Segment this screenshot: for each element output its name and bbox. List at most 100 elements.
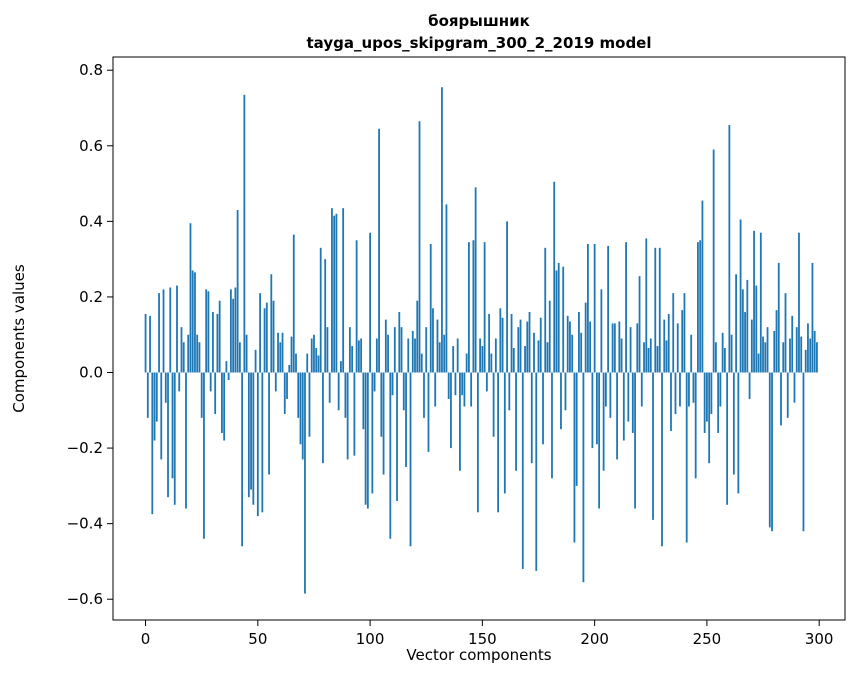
bar bbox=[234, 287, 237, 373]
bar bbox=[782, 342, 785, 373]
bar bbox=[521, 372, 524, 569]
bar bbox=[670, 372, 672, 432]
bar bbox=[636, 323, 639, 373]
bar bbox=[584, 302, 587, 373]
bar bbox=[526, 321, 529, 373]
bar bbox=[795, 327, 798, 373]
bar bbox=[634, 372, 636, 509]
bar bbox=[346, 372, 349, 460]
bar bbox=[759, 232, 762, 373]
bar bbox=[602, 372, 605, 471]
bar bbox=[279, 342, 282, 373]
bar bbox=[580, 332, 583, 373]
bar bbox=[153, 372, 156, 441]
bar bbox=[512, 347, 515, 373]
bar bbox=[591, 372, 594, 449]
bar bbox=[777, 262, 780, 373]
bar bbox=[789, 338, 791, 373]
bar bbox=[517, 327, 520, 373]
bar bbox=[263, 308, 266, 373]
bar bbox=[674, 372, 677, 415]
bar bbox=[746, 279, 749, 373]
bar bbox=[360, 338, 363, 373]
bar bbox=[544, 247, 547, 373]
bar bbox=[185, 372, 187, 509]
bar bbox=[622, 372, 625, 441]
bar bbox=[719, 372, 722, 407]
bar bbox=[755, 285, 758, 373]
bar bbox=[492, 372, 495, 437]
bar bbox=[268, 372, 270, 475]
bar bbox=[252, 372, 255, 505]
bar bbox=[180, 327, 183, 373]
bar bbox=[499, 308, 502, 373]
bar bbox=[369, 232, 371, 373]
bar bbox=[638, 276, 641, 373]
bar bbox=[310, 338, 313, 373]
bar bbox=[786, 372, 789, 418]
bar bbox=[562, 266, 565, 373]
bar bbox=[432, 308, 434, 373]
bar bbox=[667, 313, 670, 373]
bar bbox=[703, 372, 706, 433]
bar bbox=[456, 338, 459, 373]
bar bbox=[728, 125, 731, 373]
bar bbox=[683, 293, 686, 373]
bar bbox=[712, 149, 715, 373]
bar bbox=[366, 372, 369, 509]
bar bbox=[629, 327, 632, 373]
bar bbox=[503, 372, 506, 494]
bar bbox=[816, 342, 818, 373]
bar bbox=[750, 319, 753, 373]
bar bbox=[784, 293, 787, 373]
bar bbox=[645, 238, 648, 373]
bar bbox=[479, 338, 482, 373]
bar bbox=[654, 247, 657, 373]
bar bbox=[631, 372, 634, 433]
bar bbox=[546, 342, 549, 373]
bar bbox=[618, 321, 621, 373]
bar bbox=[593, 244, 596, 373]
bar bbox=[611, 323, 614, 373]
bar bbox=[389, 372, 392, 539]
bar bbox=[454, 372, 457, 396]
bar bbox=[508, 372, 511, 411]
bar bbox=[351, 346, 354, 373]
bar bbox=[710, 372, 713, 415]
bar bbox=[357, 340, 360, 373]
bar bbox=[221, 372, 223, 433]
bar bbox=[398, 312, 401, 373]
bar bbox=[171, 372, 174, 479]
bar bbox=[524, 346, 526, 373]
bar bbox=[144, 313, 147, 373]
bar bbox=[299, 372, 302, 445]
bar bbox=[735, 274, 737, 373]
bar bbox=[391, 372, 394, 396]
bar bbox=[173, 372, 176, 505]
bar bbox=[578, 312, 580, 373]
bar bbox=[757, 353, 760, 373]
bar bbox=[753, 230, 755, 373]
bar bbox=[649, 338, 652, 373]
bar bbox=[348, 327, 351, 373]
bar bbox=[342, 208, 345, 373]
bar bbox=[167, 372, 169, 498]
bar bbox=[533, 332, 535, 373]
y-tick-label: −0.2 bbox=[67, 439, 103, 457]
bar bbox=[661, 372, 663, 547]
bar bbox=[474, 187, 477, 373]
bar bbox=[162, 289, 165, 373]
bar bbox=[382, 372, 385, 475]
bar bbox=[158, 293, 160, 373]
bar bbox=[640, 372, 643, 407]
bar bbox=[807, 323, 809, 373]
bar bbox=[679, 372, 681, 407]
chart-title: боярышник tayga_upos_skipgram_300_2_2019… bbox=[113, 10, 845, 54]
bar bbox=[259, 293, 261, 373]
y-tick-label: 0.8 bbox=[79, 61, 103, 79]
bar bbox=[721, 332, 724, 373]
bar bbox=[218, 300, 221, 373]
bar bbox=[306, 353, 309, 373]
bar bbox=[416, 300, 419, 373]
